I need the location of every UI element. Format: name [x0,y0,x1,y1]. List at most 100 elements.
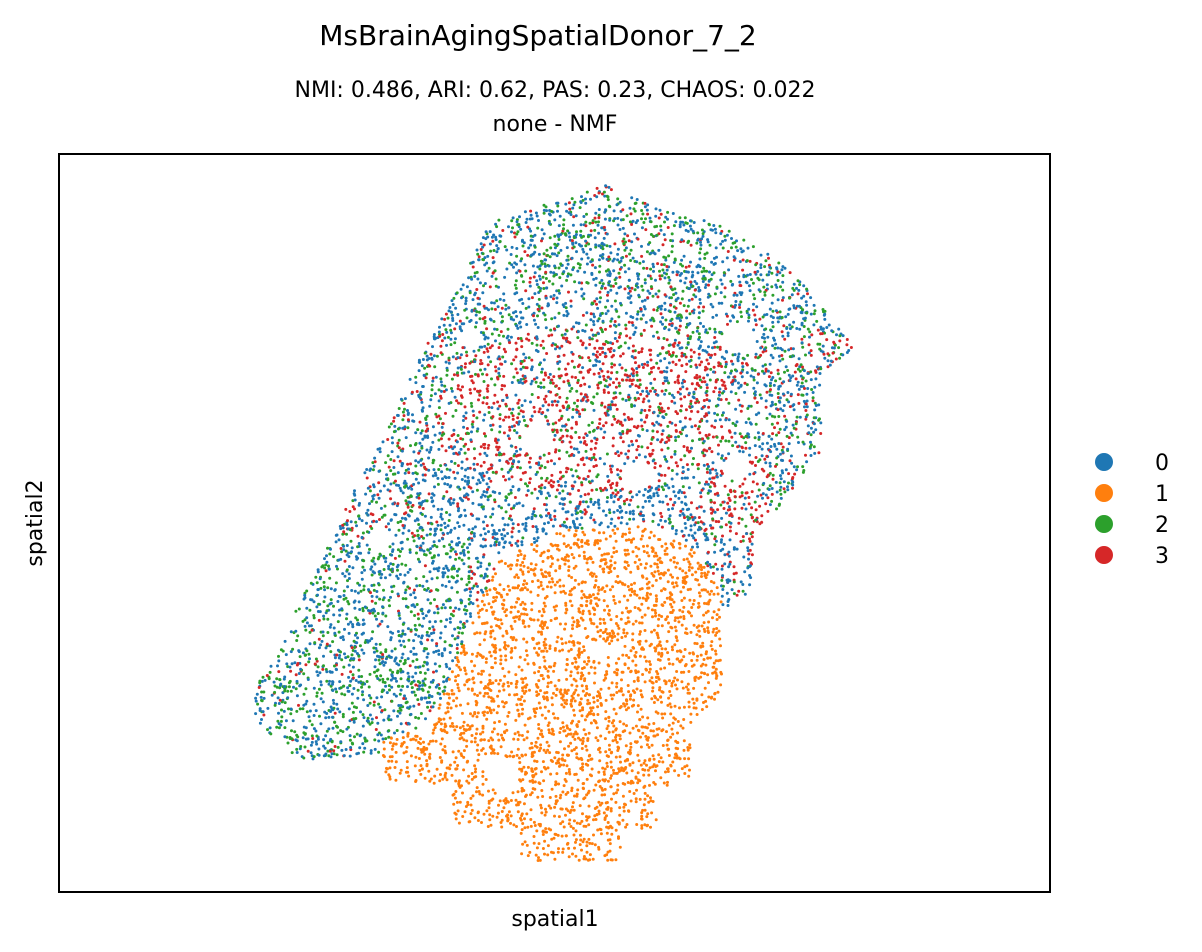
spot-cluster-3 [523,250,527,254]
spot-cluster-0 [671,270,675,274]
spot-cluster-0 [323,595,327,599]
spot-cluster-1 [611,739,615,743]
spot-cluster-0 [436,523,440,527]
spot-cluster-3 [348,510,352,513]
spot-cluster-1 [534,740,538,744]
spot-cluster-1 [488,709,492,713]
spot-cluster-0 [658,500,662,504]
spot-cluster-0 [420,607,424,611]
spot-cluster-1 [585,687,589,691]
spot-cluster-1 [540,713,544,717]
spot-cluster-1 [660,729,664,733]
spot-cluster-1 [603,793,607,797]
spot-cluster-0 [312,714,316,717]
spot-cluster-3 [616,491,620,494]
spot-cluster-3 [486,446,490,450]
spot-cluster-3 [515,371,519,375]
spot-cluster-1 [589,601,593,605]
spot-cluster-0 [756,270,760,273]
spot-cluster-1 [521,822,525,825]
spot-cluster-1 [535,846,539,850]
spot-cluster-3 [619,436,623,440]
spot-cluster-0 [591,352,595,356]
spot-cluster-1 [619,687,623,691]
spot-cluster-3 [723,286,727,290]
spot-cluster-2 [417,716,421,720]
spot-cluster-0 [345,612,349,616]
spot-cluster-1 [689,630,693,634]
spot-cluster-1 [552,664,556,668]
spot-cluster-1 [651,754,655,758]
spot-cluster-2 [524,482,527,486]
spot-cluster-1 [437,706,441,710]
spot-cluster-3 [610,365,614,369]
spot-cluster-0 [418,684,422,688]
spot-cluster-1 [608,632,612,635]
spot-cluster-0 [387,714,391,718]
spot-cluster-1 [539,630,543,634]
spot-cluster-1 [549,565,553,568]
spot-cluster-0 [684,526,688,530]
spot-cluster-1 [598,634,602,638]
spot-cluster-1 [640,615,644,619]
spot-cluster-3 [539,343,543,347]
spot-cluster-2 [387,425,391,429]
spot-cluster-0 [695,282,699,286]
spot-cluster-0 [641,505,645,509]
spot-cluster-0 [312,600,316,604]
spot-cluster-0 [632,333,636,336]
spot-cluster-1 [639,745,643,749]
spot-cluster-0 [689,524,693,528]
spot-cluster-3 [690,382,694,386]
spot-cluster-2 [551,282,555,286]
spot-cluster-2 [451,414,455,418]
spot-cluster-3 [700,360,703,364]
spot-cluster-0 [441,477,444,481]
spot-cluster-1 [512,737,516,741]
spot-cluster-0 [498,234,502,238]
spot-cluster-1 [621,818,625,822]
spot-cluster-0 [454,306,458,310]
spot-cluster-3 [504,402,508,406]
spot-cluster-2 [404,563,408,567]
spot-cluster-1 [715,613,719,617]
spot-cluster-0 [727,452,731,456]
spot-cluster-0 [586,256,590,260]
spot-cluster-1 [574,840,577,844]
spot-cluster-3 [676,378,680,382]
spot-cluster-2 [308,608,312,612]
spot-cluster-1 [464,672,468,676]
spot-cluster-3 [625,334,629,338]
spot-cluster-0 [352,720,356,724]
spot-cluster-1 [629,649,633,653]
spot-cluster-1 [487,695,491,699]
spot-cluster-2 [599,296,602,300]
spot-cluster-1 [697,629,701,633]
spot-cluster-2 [437,388,441,392]
spot-cluster-0 [408,550,412,554]
spot-cluster-2 [655,308,659,312]
spot-cluster-0 [798,415,802,419]
spot-cluster-0 [645,390,649,393]
spot-cluster-1 [610,797,613,801]
spot-cluster-1 [493,661,497,665]
spot-cluster-2 [658,269,661,273]
spot-cluster-0 [604,312,608,316]
spot-cluster-3 [640,424,644,428]
spot-cluster-2 [609,319,613,323]
spot-cluster-2 [808,445,812,449]
spot-cluster-2 [397,528,401,532]
spot-cluster-3 [403,512,406,516]
spot-cluster-0 [714,419,717,423]
spot-cluster-2 [691,330,695,334]
spot-cluster-1 [582,855,586,858]
spot-cluster-0 [760,447,764,451]
spot-cluster-1 [506,644,510,648]
spot-cluster-0 [469,438,473,442]
spot-cluster-0 [331,689,335,692]
spot-cluster-2 [632,207,636,211]
spot-cluster-1 [650,697,654,701]
spot-cluster-2 [813,309,817,313]
spot-cluster-1 [631,726,635,730]
spot-cluster-0 [516,544,520,548]
